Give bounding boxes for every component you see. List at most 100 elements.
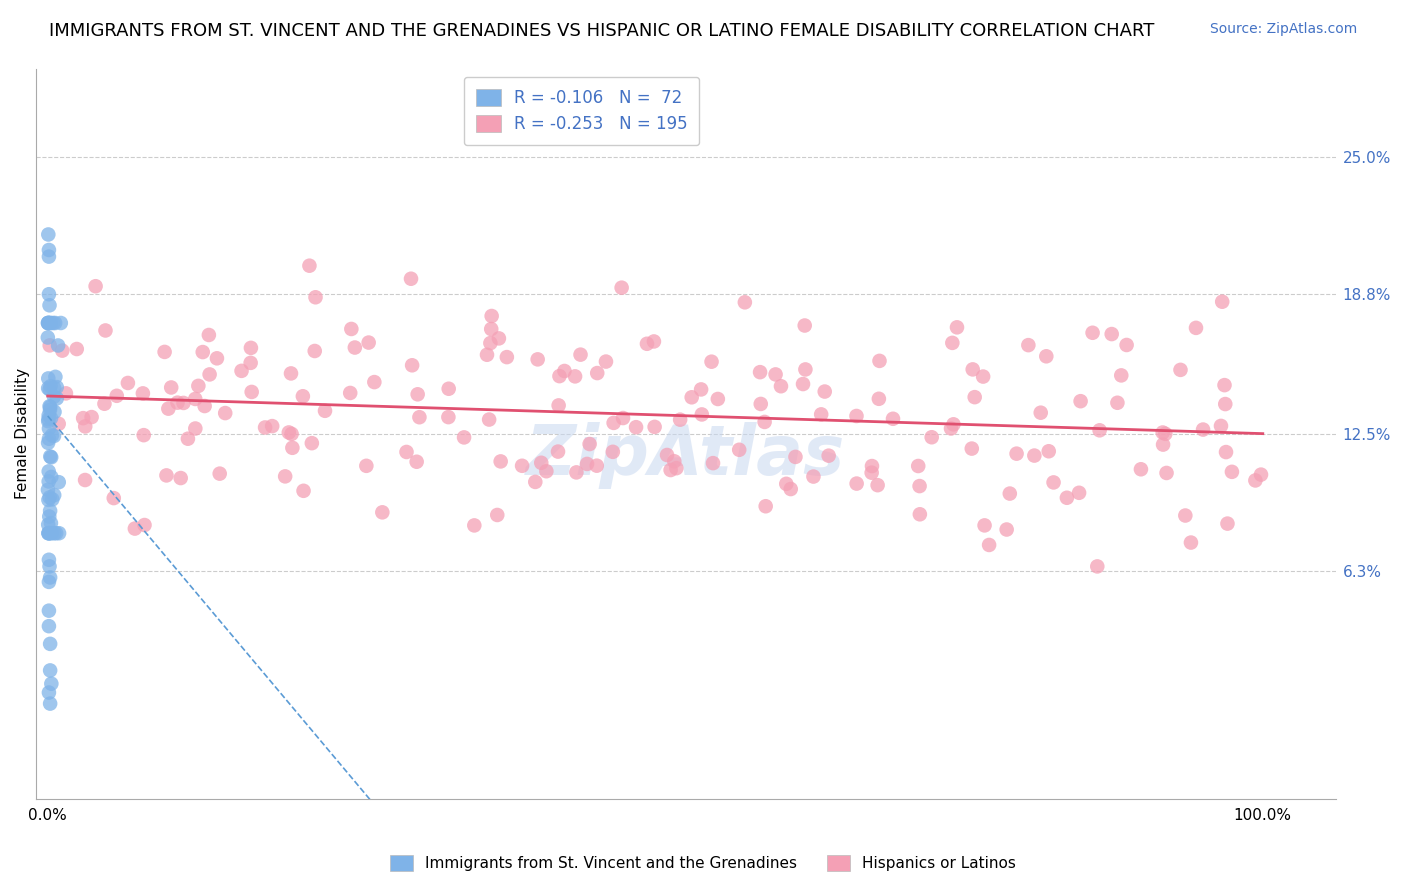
Point [38,287,60,301]
Point [39,379,62,393]
Legend: R = -0.106   N =  72, R = -0.253   N = 195: R = -0.106 N = 72, R = -0.253 N = 195 [464,77,699,145]
Point [191,345,214,359]
Point [681,390,703,404]
Point [565,466,588,480]
Point [553,364,575,378]
Point [280,426,302,441]
Point [44,405,66,419]
Point [1213,397,1236,411]
Point [66,342,89,356]
Point [793,318,815,333]
Point [38,338,60,352]
Point [817,449,839,463]
Point [38,412,60,426]
Point [478,412,501,426]
Point [44,488,66,502]
Point [45,380,67,394]
Point [240,384,263,399]
Point [659,463,682,477]
Point [690,408,713,422]
Point [38,491,60,505]
Point [39,411,62,425]
Point [38,421,60,435]
Point [489,454,512,468]
Point [39,697,62,711]
Point [117,376,139,390]
Point [103,491,125,505]
Point [208,467,231,481]
Point [399,271,422,285]
Point [475,348,498,362]
Point [37,316,59,330]
Point [39,450,62,464]
Point [564,369,586,384]
Point [1109,368,1132,383]
Text: IMMIGRANTS FROM ST. VINCENT AND THE GRENADINES VS HISPANIC OR LATINO FEMALE DISA: IMMIGRANTS FROM ST. VINCENT AND THE GREN… [49,22,1154,40]
Point [38,383,60,397]
Point [1174,508,1197,523]
Point [481,309,503,323]
Point [42,429,65,443]
Point [37,371,59,385]
Point [921,430,943,444]
Point [340,322,363,336]
Point [860,458,883,473]
Point [453,430,475,444]
Point [1156,466,1178,480]
Point [38,475,60,489]
Point [486,508,509,522]
Point [690,383,713,397]
Point [1185,321,1208,335]
Point [794,362,817,376]
Point [239,356,262,370]
Point [292,483,315,498]
Point [49,316,72,330]
Point [526,352,548,367]
Point [734,295,756,310]
Point [93,397,115,411]
Point [907,458,929,473]
Point [304,290,326,304]
Point [41,676,63,690]
Point [51,343,73,358]
Point [38,604,60,618]
Point [277,425,299,440]
Point [155,468,177,483]
Point [643,334,665,349]
Point [973,518,995,533]
Point [972,369,994,384]
Point [1216,516,1239,531]
Point [406,387,429,401]
Point [94,323,117,337]
Point [39,664,62,678]
Point [669,412,692,426]
Point [39,450,62,465]
Point [205,351,228,366]
Point [754,415,776,429]
Point [356,458,378,473]
Point [408,410,430,425]
Point [1081,326,1104,340]
Point [1024,449,1046,463]
Point [72,411,94,425]
Text: ZipAtlas: ZipAtlas [526,422,845,489]
Point [401,359,423,373]
Point [547,444,569,458]
Point [602,416,624,430]
Point [785,450,807,464]
Point [1029,406,1052,420]
Point [39,504,62,518]
Point [1152,437,1174,451]
Point [1017,338,1039,352]
Point [38,250,60,264]
Point [749,397,772,411]
Point [304,343,326,358]
Point [395,445,418,459]
Point [700,354,723,368]
Point [963,390,986,404]
Point [172,396,194,410]
Point [254,420,277,434]
Point [1085,559,1108,574]
Point [585,458,607,473]
Y-axis label: Female Disability: Female Disability [15,368,30,500]
